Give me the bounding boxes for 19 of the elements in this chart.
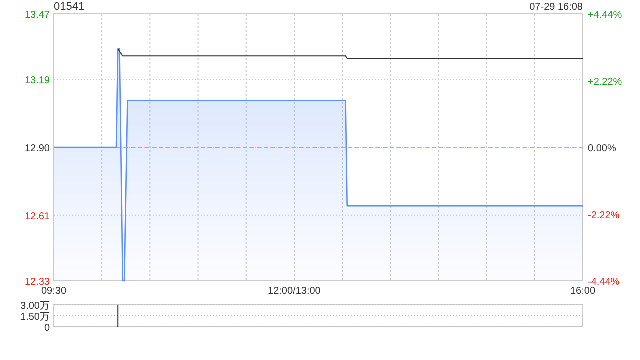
line-series (118, 48, 584, 59)
y2-tick-label: +4.44% (588, 10, 622, 21)
y-tick-label: 13.19 (24, 76, 50, 87)
y-tick-label: 12.33 (24, 277, 50, 288)
text: 07-29 16:08 (530, 2, 584, 13)
y2-tick-label: -2.22% (588, 210, 620, 222)
y-tick-label: 12.61 (24, 211, 50, 222)
y2-tick-label: 0.00% (588, 144, 616, 154)
x-tick-label: 16:00 (570, 286, 596, 297)
y-tick-label: 13.47 (24, 10, 50, 21)
y-tick-label: 12.90 (24, 144, 50, 154)
y-tick-label: 1.50万 (20, 312, 50, 323)
y-tick-label: 0 (44, 323, 50, 334)
y-tick-label: 3.00万 (20, 301, 50, 312)
chart-title: 01541 (54, 1, 85, 13)
y2-tick-label: -4.44% (588, 277, 620, 288)
x-tick-label: 09:30 (41, 286, 67, 297)
x-tick-label: 12:00/13:00 (268, 286, 322, 297)
y2-tick-label: +2.22% (588, 76, 622, 88)
